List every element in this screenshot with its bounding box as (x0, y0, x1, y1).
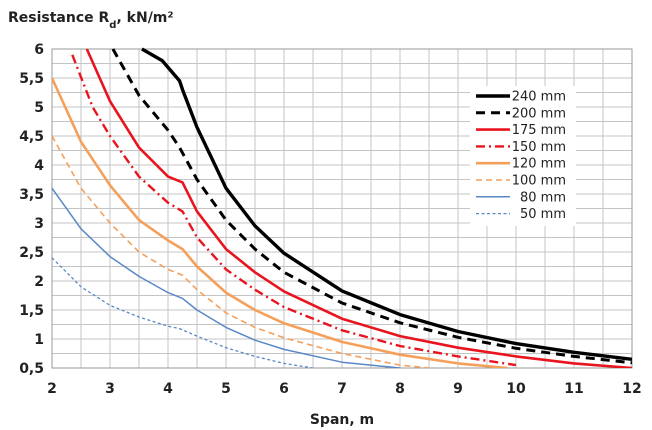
legend-label: 240 mm (512, 90, 566, 105)
y-tick-label: 5 (34, 100, 44, 116)
y-tick-label: 1 (34, 332, 44, 348)
series-line-100-mm (52, 135, 430, 368)
x-tick-label: 8 (395, 381, 405, 397)
series-lines (52, 47, 632, 368)
x-tick-label: 4 (163, 381, 173, 397)
plot-frame (51, 48, 633, 369)
y-tick-label: 5,5 (19, 71, 44, 87)
series-line-50-mm (52, 257, 314, 368)
legend-box (470, 86, 576, 226)
y-tick-label: 3 (34, 216, 44, 232)
y-tick-label: 6 (34, 42, 44, 58)
y-tick-label: 3,5 (19, 187, 44, 203)
y-axis-ticks: 0,5 1 1,5 2 2,5 3 3,5 4 4,5 5 5,5 6 (19, 42, 44, 377)
y-tick-label: 2,5 (19, 245, 44, 261)
chart-title-text: Resistance Rd, kN/m² (8, 10, 174, 31)
x-tick-label: 7 (337, 381, 347, 397)
x-tick-label: 3 (105, 381, 115, 397)
x-tick-label: 11 (564, 381, 583, 397)
x-tick-label: 9 (453, 381, 463, 397)
x-axis-label: Span, m (310, 412, 374, 428)
series-line-150-mm (71, 54, 517, 367)
chart-title: Resistance Rd, kN/m² (8, 10, 174, 31)
series-line-80-mm (52, 187, 401, 368)
y-tick-label: 4 (34, 158, 44, 174)
series-line-240-mm (141, 47, 632, 361)
legend-label: 150 mm (512, 140, 566, 155)
y-tick-label: 0,5 (19, 361, 44, 377)
legend-label: 50 mm (520, 207, 566, 222)
legend-label: 120 mm (512, 157, 566, 172)
x-tick-label: 2 (47, 381, 57, 397)
y-tick-label: 1,5 (19, 303, 44, 319)
x-tick-label: 6 (279, 381, 289, 397)
legend-label: 200 mm (512, 106, 566, 121)
series-line-120-mm (52, 77, 508, 368)
legend-label: 175 mm (512, 123, 566, 138)
x-axis-ticks: 2 3 4 5 6 7 8 9 10 11 12 (47, 381, 642, 397)
x-tick-label: 5 (221, 381, 231, 397)
y-tick-label: 4,5 (19, 129, 44, 145)
legend-label: 80 mm (520, 190, 566, 205)
y-tick-label: 2 (34, 274, 44, 290)
series-line-175-mm (85, 48, 632, 368)
legend-label: 100 mm (512, 174, 566, 189)
x-tick-label: 12 (622, 381, 641, 397)
x-tick-label: 10 (506, 381, 526, 397)
